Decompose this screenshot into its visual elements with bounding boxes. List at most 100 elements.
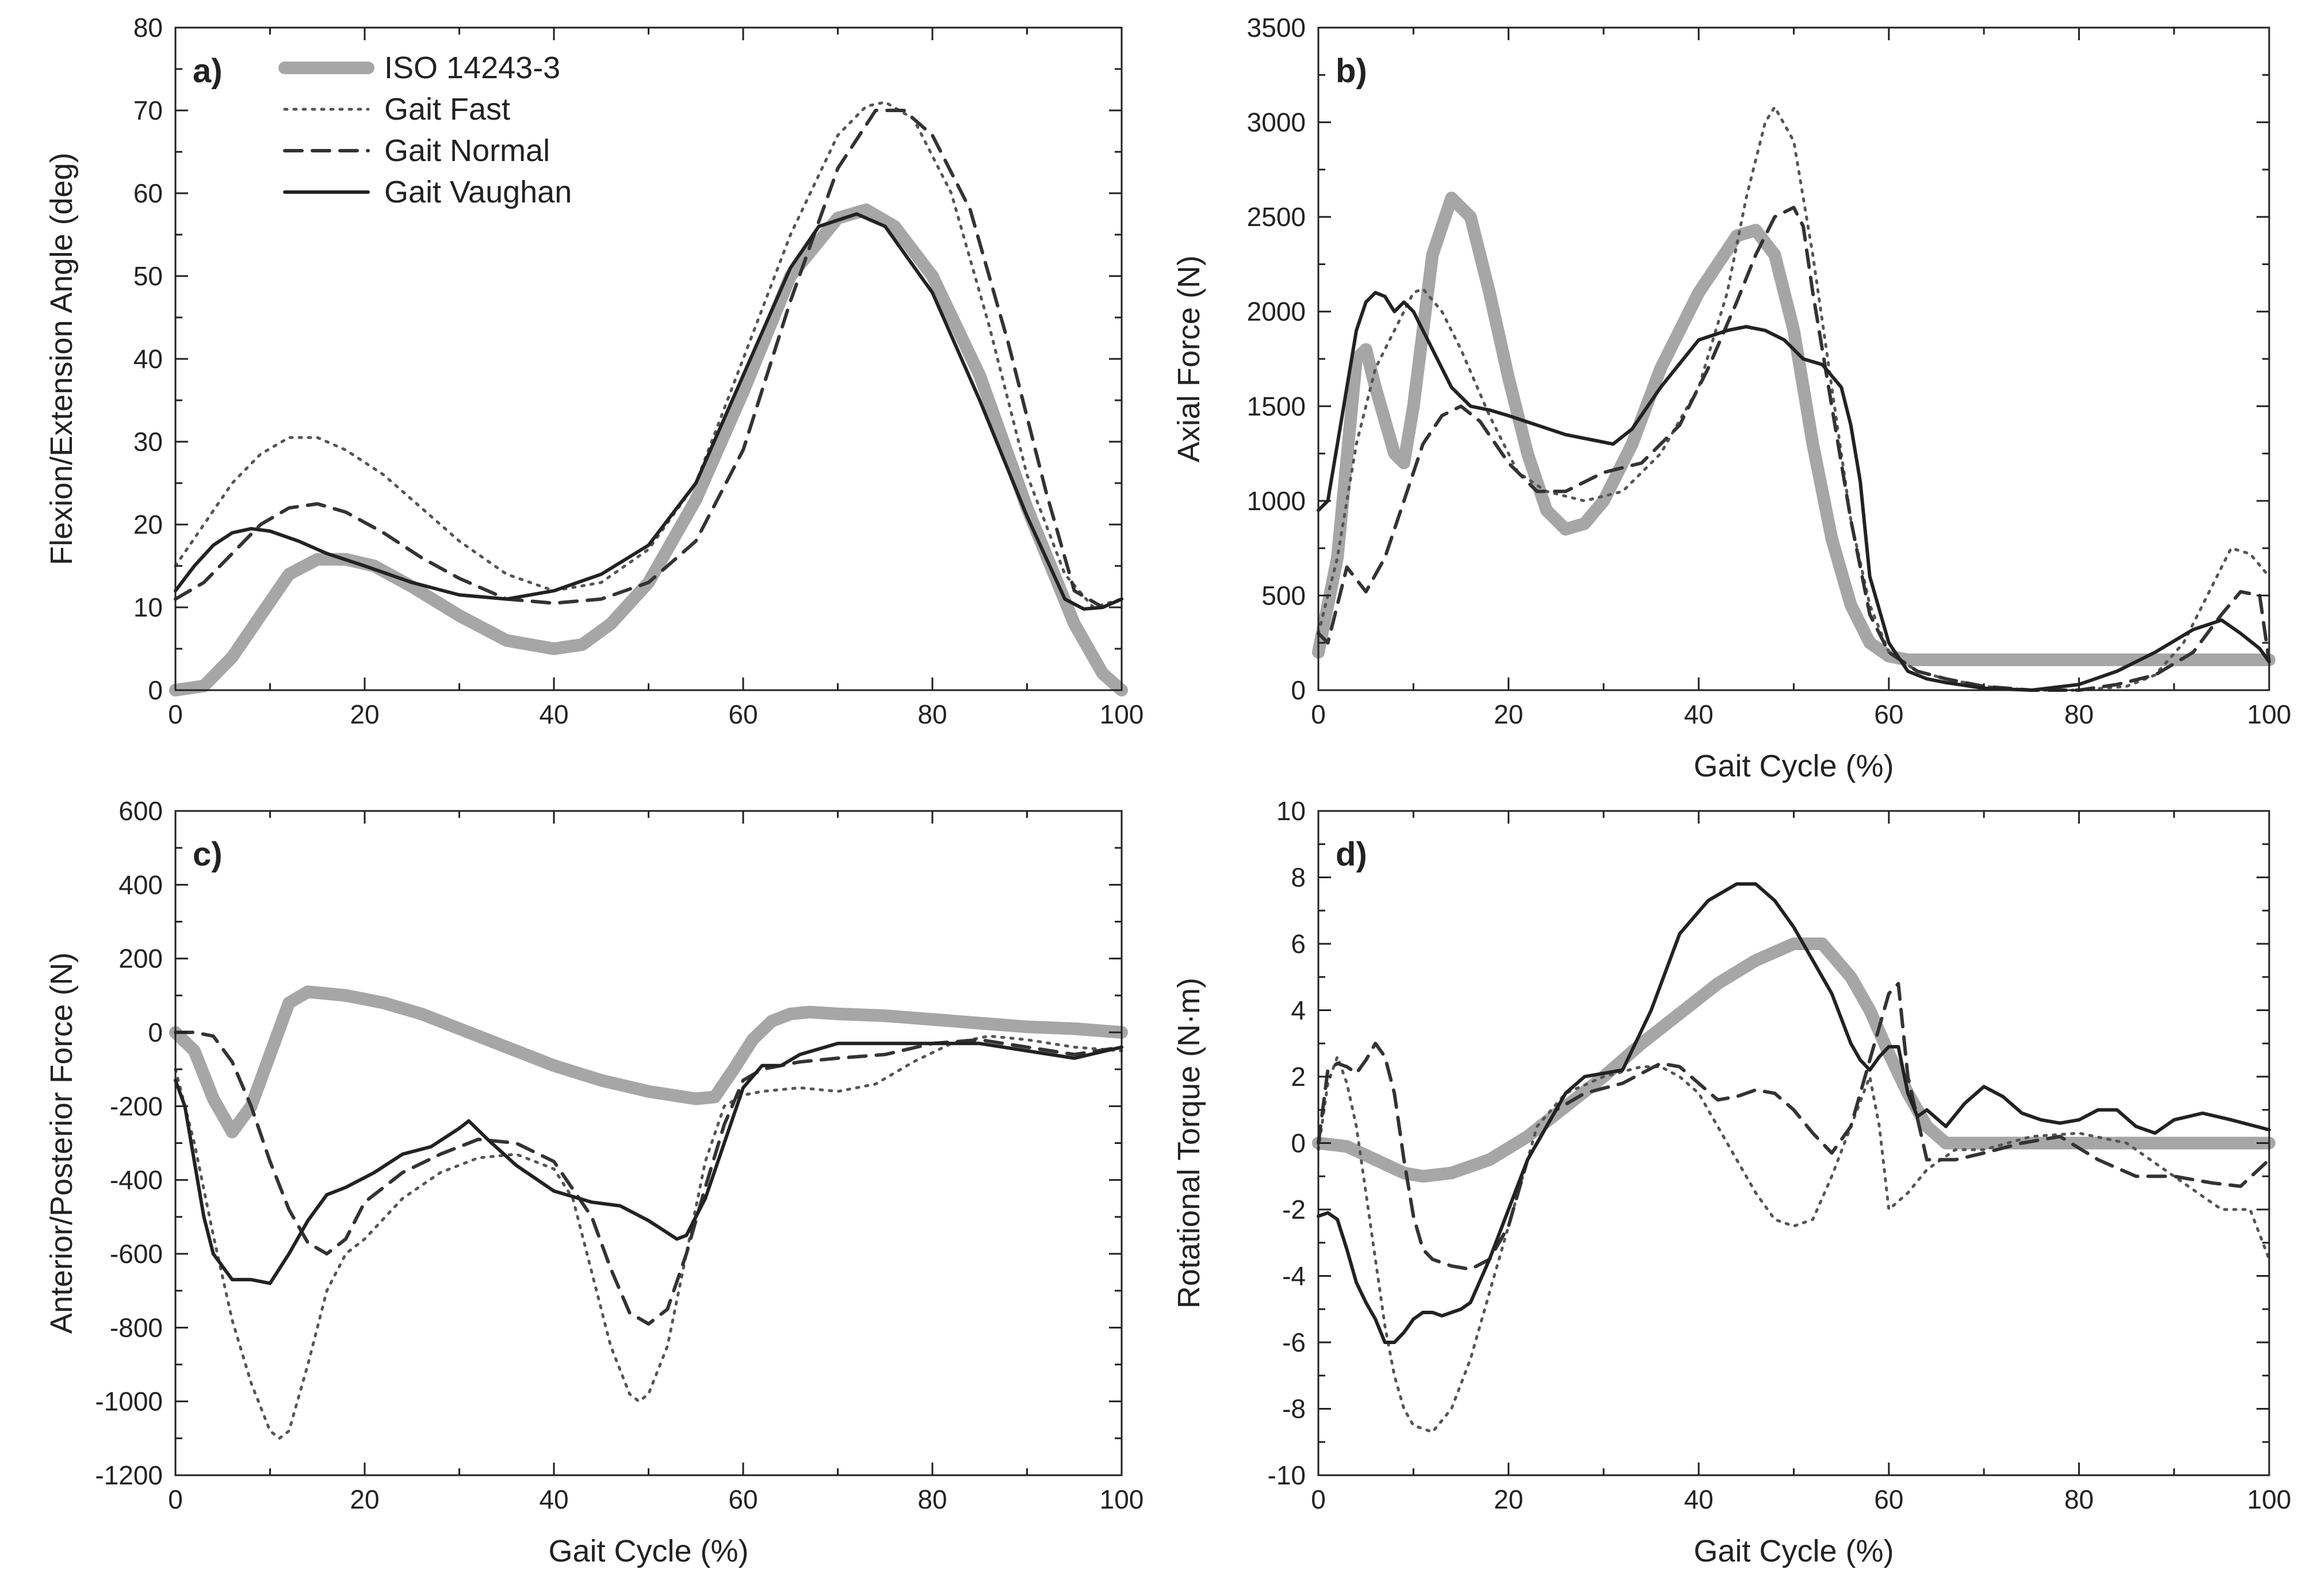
chart-panel-1: 0 20 40 60 80 100 0 10 20 30 40 50 60 70 80 Flexion/Ext… [44, 13, 1143, 729]
y-tick-label: -8 [1282, 1394, 1306, 1424]
series-line-normal-panel-3 [174, 1031, 1123, 1326]
legend-label-normal: Gait Normal [384, 133, 550, 168]
x-tick-label: 40 [1684, 699, 1714, 729]
series-line-vaughan-panel-3 [174, 1042, 1123, 1285]
y-tick-label: 3500 [1247, 13, 1306, 43]
x-axis-title: Gait Cycle (%) [1693, 749, 1894, 783]
y-tick-label: 70 [133, 95, 163, 125]
legend-label-iso: ISO 14243-3 [384, 51, 560, 85]
x-tick-label: 20 [350, 699, 379, 729]
series-line-normal-panel-1 [174, 109, 1123, 609]
y-tick-label: 20 [133, 510, 163, 539]
x-tick-label: 0 [1311, 1484, 1326, 1514]
series-line-fast-panel-4 [1317, 1055, 2271, 1434]
series-line-vaughan-panel-4 [1317, 882, 2271, 1344]
y-axis-title: Flexion/Extension Angle (deg) [44, 152, 79, 565]
y-axis-title: Axial Force (N) [1172, 255, 1206, 462]
x-tick-label: 100 [2247, 1484, 2292, 1514]
y-tick-label: 30 [133, 427, 163, 457]
legend-label-fast: Gait Fast [384, 92, 510, 127]
series-line-fast-panel-3 [174, 1034, 1123, 1440]
x-tick-label: 100 [2247, 699, 2292, 729]
y-tick-label: 10 [133, 592, 163, 622]
y-tick-label: -2 [1282, 1195, 1306, 1224]
y-tick-label: 10 [1276, 796, 1306, 826]
y-tick-label: -600 [110, 1239, 163, 1269]
x-tick-label: 100 [1100, 699, 1144, 729]
x-tick-label: 60 [1874, 1484, 1903, 1514]
y-tick-label: 80 [133, 13, 163, 43]
y-tick-label: 200 [118, 944, 163, 974]
y-tick-label: -6 [1282, 1327, 1306, 1357]
y-tick-label: 3000 [1247, 108, 1306, 137]
legend-label-vaughan: Gait Vaughan [384, 175, 572, 209]
y-tick-label: 60 [133, 178, 163, 208]
x-tick-label: 40 [539, 1484, 568, 1514]
x-tick-label: 60 [1874, 699, 1903, 729]
y-tick-label: 500 [1261, 580, 1306, 610]
x-tick-label: 0 [1311, 699, 1326, 729]
series-line-vaughan-panel-1 [174, 212, 1123, 611]
x-tick-label: 0 [168, 699, 183, 729]
x-tick-label: 60 [728, 1484, 758, 1514]
panel-label: b) [1336, 52, 1367, 90]
y-tick-label: 50 [133, 261, 163, 291]
y-axis-title: Anterior/Posterior Force (N) [44, 952, 79, 1334]
x-axis-title-panel-3: Gait Cycle (%) [548, 1534, 748, 1568]
x-tick-label: 60 [728, 699, 758, 729]
series-line-iso-panel-3 [169, 985, 1128, 1139]
chart-panel-2: 0 20 40 60 80 1000500100015002000250030003500… [1172, 13, 2291, 783]
y-tick-label: -400 [110, 1165, 163, 1195]
y-tick-label: 2000 [1247, 297, 1306, 327]
y-tick-label: 0 [148, 1017, 163, 1047]
y-tick-label: 4 [1291, 996, 1306, 1025]
panel-label: d) [1336, 836, 1367, 873]
x-tick-label: 80 [917, 1484, 947, 1514]
panel-label: c) [193, 836, 223, 873]
y-tick-label: 8 [1291, 863, 1306, 893]
y-tick-label: -4 [1282, 1261, 1306, 1291]
x-tick-label: 80 [2064, 1484, 2094, 1514]
y-tick-label: -800 [110, 1312, 163, 1342]
y-tick-label: 0 [1291, 1128, 1306, 1158]
y-tick-label: 6 [1291, 929, 1306, 959]
x-tick-label: 20 [1494, 699, 1523, 729]
chart-panel-3: 0 20 40 60 80 100 -1200 -1000 -800 -600 -400 -200 0 2… [44, 796, 1143, 1514]
series-line-iso-panel-4 [1312, 937, 2275, 1183]
y-tick-label: 0 [148, 675, 163, 705]
legend: ISO 14243-3 Gait Fast Gait Normal Gait Vaug… [278, 51, 572, 209]
series-line-iso-panel-1 [169, 203, 1128, 696]
series-line-vaughan-panel-2 [1317, 290, 2271, 692]
y-tick-label: -10 [1268, 1460, 1306, 1490]
x-tick-label: 80 [2064, 699, 2094, 729]
y-tick-label: 1000 [1247, 486, 1306, 516]
y-tick-label: -1000 [95, 1387, 163, 1417]
chart-panel-4: 0 20 40 60 80 100 -10 -8 -6 -4 -2 0 2 4 6 8 10 Rotational… [1172, 796, 2291, 1568]
y-axis-title: Rotational Torque (N·m) [1172, 978, 1206, 1308]
series-line-fast-panel-1 [174, 101, 1123, 609]
plot-frame [174, 810, 1123, 1476]
x-tick-label: 80 [917, 699, 947, 729]
x-tick-label: 20 [350, 1484, 379, 1514]
x-tick-label: 100 [1100, 1484, 1144, 1514]
y-tick-label: 2 [1291, 1062, 1306, 1092]
x-axis-title: Gait Cycle (%) [1693, 1534, 1894, 1568]
series-line-normal-panel-2 [1317, 205, 2271, 692]
y-tick-label: -1200 [95, 1460, 163, 1490]
x-tick-label: 20 [1494, 1484, 1523, 1514]
series-line-normal-panel-4 [1317, 982, 2271, 1271]
y-tick-label: 2500 [1247, 202, 1306, 232]
x-tick-label: 40 [1684, 1484, 1714, 1514]
y-tick-label: 0 [1291, 675, 1306, 705]
y-tick-label: 1500 [1247, 391, 1306, 421]
x-tick-label: 0 [168, 1484, 183, 1514]
y-tick-label: -200 [110, 1091, 163, 1121]
y-tick-label: 40 [133, 344, 163, 374]
x-tick-label: 40 [539, 699, 568, 729]
y-tick-label: 600 [118, 796, 163, 826]
series-line-iso-panel-2 [1312, 192, 2275, 667]
series-line-fast-panel-2 [1317, 105, 2271, 692]
panel-label: a) [193, 52, 223, 90]
y-tick-label: 400 [118, 870, 163, 900]
